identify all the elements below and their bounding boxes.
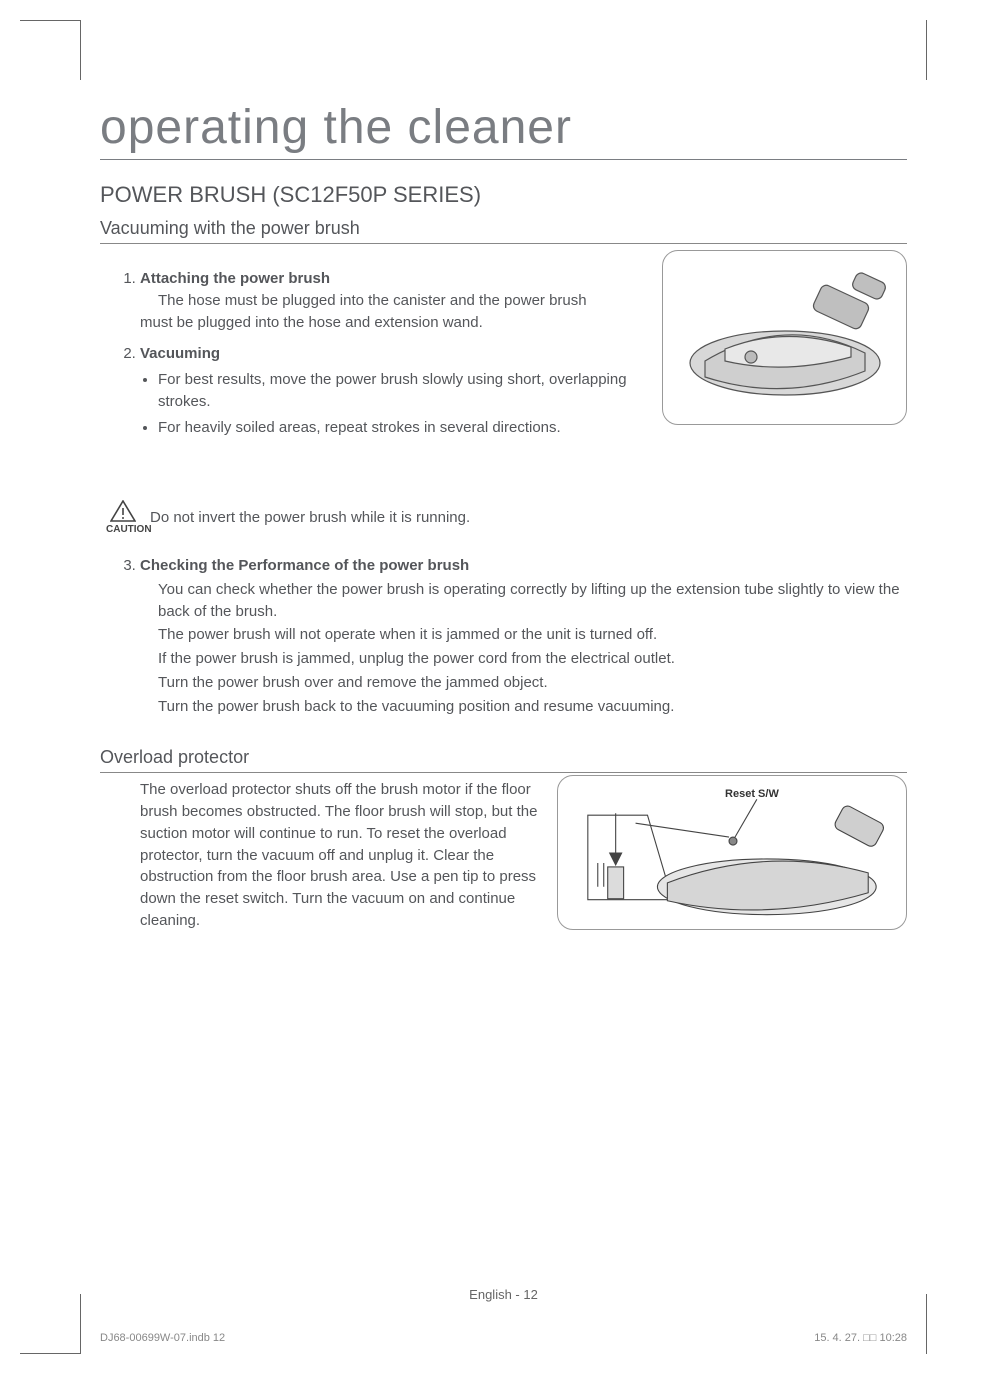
item-heading: Attaching the power brush <box>140 270 330 287</box>
caution-label: CAUTION <box>106 524 140 535</box>
item-heading: Vacuuming <box>140 345 220 362</box>
subsection-heading: Vacuuming with the power brush <box>100 218 907 244</box>
bullet-item: For best results, move the power brush s… <box>158 369 630 413</box>
body-text: The overload protector shuts off the bru… <box>140 779 560 931</box>
reset-callout: Reset S/W <box>725 788 779 800</box>
page-number: English - 12 <box>0 1287 1007 1302</box>
body-text: You can check whether the power brush is… <box>158 579 907 623</box>
body-text: If the power brush is jammed, unplug the… <box>158 648 907 670</box>
footer-file: DJ68-00699W-07.indb 12 <box>100 1332 225 1344</box>
list-item: Checking the Performance of the power br… <box>140 555 907 717</box>
crop-mark <box>20 20 80 21</box>
section-heading: POWER BRUSH (SC12F50P SERIES) <box>100 182 907 208</box>
body-text: The power brush will not operate when it… <box>158 624 907 646</box>
caution-icon: CAUTION <box>106 500 140 535</box>
caution-text: Do not invert the power brush while it i… <box>150 509 470 526</box>
bullet-item: For heavily soiled areas, repeat strokes… <box>158 417 630 439</box>
body-text: Turn the power brush over and remove the… <box>158 672 907 694</box>
crop-mark <box>80 1294 81 1354</box>
reset-switch-illustration: Reset S/W <box>557 775 907 930</box>
item-heading: Checking the Performance of the power br… <box>140 557 469 574</box>
footer-timestamp: 15. 4. 27. □□ 10:28 <box>814 1332 907 1344</box>
crop-mark <box>926 20 927 80</box>
crop-mark <box>80 20 81 80</box>
page-title: operating the cleaner <box>100 100 907 160</box>
list-item: Attaching the power brush The hose must … <box>140 268 620 333</box>
crop-mark <box>926 1294 927 1354</box>
item-text: The hose must be plugged into the canist… <box>140 292 587 331</box>
body-text: Turn the power brush back to the vacuumi… <box>158 696 907 718</box>
list-item: Vacuuming For best results, move the pow… <box>140 343 630 438</box>
subsection-heading: Overload protector <box>100 747 907 773</box>
power-brush-illustration <box>662 250 907 425</box>
crop-mark <box>20 1353 80 1354</box>
